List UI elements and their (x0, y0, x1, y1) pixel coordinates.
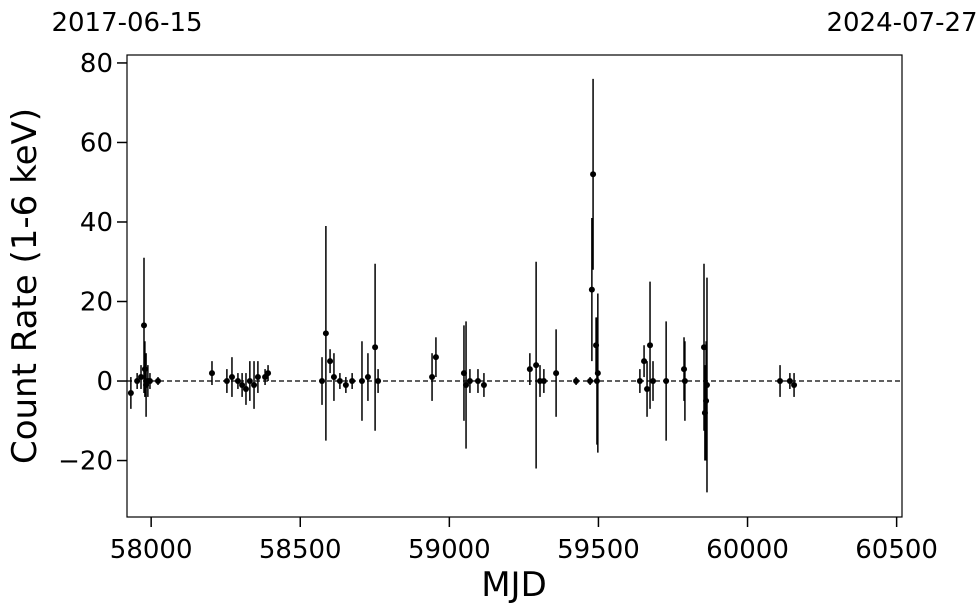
x-tick-label: 60500 (855, 535, 938, 565)
data-point (593, 378, 600, 385)
y-tick-label: 20 (80, 288, 113, 318)
data-point (650, 378, 657, 385)
data-point (703, 382, 710, 388)
data-point (594, 370, 601, 377)
data-point (540, 378, 547, 385)
data-point (141, 366, 148, 373)
data-point (703, 397, 710, 404)
data-point (480, 382, 487, 388)
x-axis-label: MJD (481, 565, 547, 605)
data-point (208, 370, 215, 377)
data-point (777, 378, 784, 385)
data-point (647, 342, 654, 349)
y-tick-label: 0 (96, 367, 113, 397)
data-point (372, 344, 379, 351)
data-point (327, 358, 334, 365)
data-point (330, 374, 337, 381)
data-point (641, 358, 648, 365)
data-point (146, 378, 153, 385)
y-tick-label: 80 (80, 49, 113, 79)
data-point (474, 378, 481, 385)
top-date-label: 2017-06-15 (51, 8, 202, 38)
data-point (336, 378, 343, 385)
data-point (791, 382, 798, 388)
x-tick-label: 58500 (259, 535, 342, 565)
data-point (322, 330, 329, 337)
data-point (349, 378, 356, 385)
x-tick-label: 59500 (557, 535, 640, 565)
data-point (140, 322, 147, 329)
data-point (533, 362, 540, 369)
data-point (319, 378, 326, 385)
x-tick-label: 58000 (110, 535, 193, 565)
data-point (228, 374, 235, 381)
data-point (466, 378, 473, 385)
data-point (138, 374, 145, 381)
data-point (573, 378, 580, 385)
data-point (587, 378, 594, 385)
data-point (526, 366, 533, 373)
y-tick-label: 40 (80, 208, 113, 238)
data-point (786, 378, 793, 385)
data-point (681, 366, 688, 373)
data-point (429, 374, 436, 381)
plot-frame (126, 54, 903, 518)
data-point (155, 378, 162, 385)
data-point (223, 378, 230, 385)
data-point (358, 378, 365, 385)
data-point (234, 378, 241, 385)
data-point (134, 378, 141, 385)
data-point (681, 378, 688, 385)
data-point (342, 382, 349, 388)
data-point (636, 378, 643, 385)
data-point (364, 374, 371, 381)
data-point (242, 385, 249, 392)
data-point (251, 382, 258, 388)
data-point (590, 171, 597, 178)
data-point (254, 374, 261, 381)
data-point (265, 370, 272, 377)
data-point (432, 354, 439, 361)
top-date-label: 2024-07-27 (826, 8, 977, 38)
x-tick-label: 60000 (706, 535, 789, 565)
data-point (375, 378, 382, 385)
data-point (644, 385, 651, 392)
y-axis-label: Count Rate (1-6 keV) (5, 108, 45, 464)
y-tick-label: −20 (58, 447, 113, 477)
data-point (127, 389, 134, 396)
data-point (588, 286, 595, 293)
data-point (239, 382, 246, 388)
data-point (463, 382, 470, 388)
y-tick-label: 60 (80, 128, 113, 158)
data-point (663, 378, 670, 385)
x-tick-label: 59000 (408, 535, 491, 565)
data-point (246, 378, 253, 385)
data-point (553, 370, 560, 377)
